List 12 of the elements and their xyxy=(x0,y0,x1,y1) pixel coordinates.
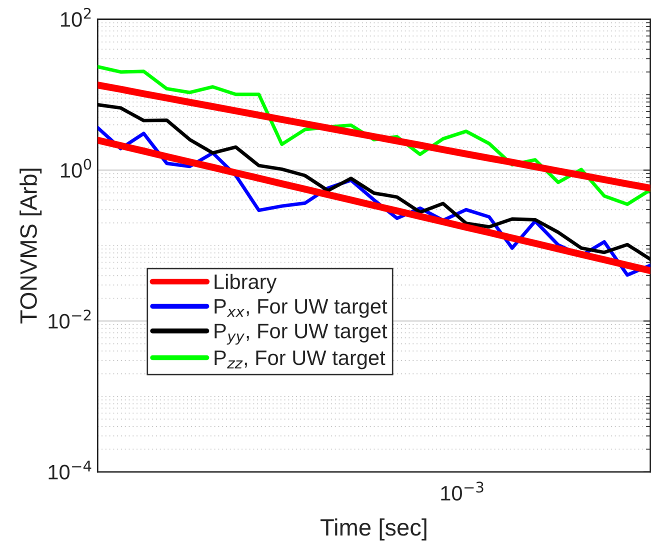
legend-label: P$_{xx}$, For UW target xyxy=(214,299,388,318)
legend-label: Library xyxy=(214,274,277,294)
x-axis-title: Time [sec] xyxy=(320,518,426,540)
y-tick-label: 10$^{−4}$ xyxy=(48,460,92,480)
text: 10$^{−3}$ xyxy=(441,482,484,501)
y-tick-label: 10$^{−2}$ xyxy=(48,310,91,329)
y-axis-title: TONVMS [Arb] xyxy=(20,168,42,324)
y-tick-label: 10$^{2}$ xyxy=(61,8,91,27)
legend-label: P$_{zz}$, For UW target xyxy=(214,350,386,370)
legend-label: P$_{yy}$, For UW target xyxy=(214,324,388,345)
y-tick-label: 10$^{0}$ xyxy=(61,158,92,178)
line-series xyxy=(98,103,650,261)
